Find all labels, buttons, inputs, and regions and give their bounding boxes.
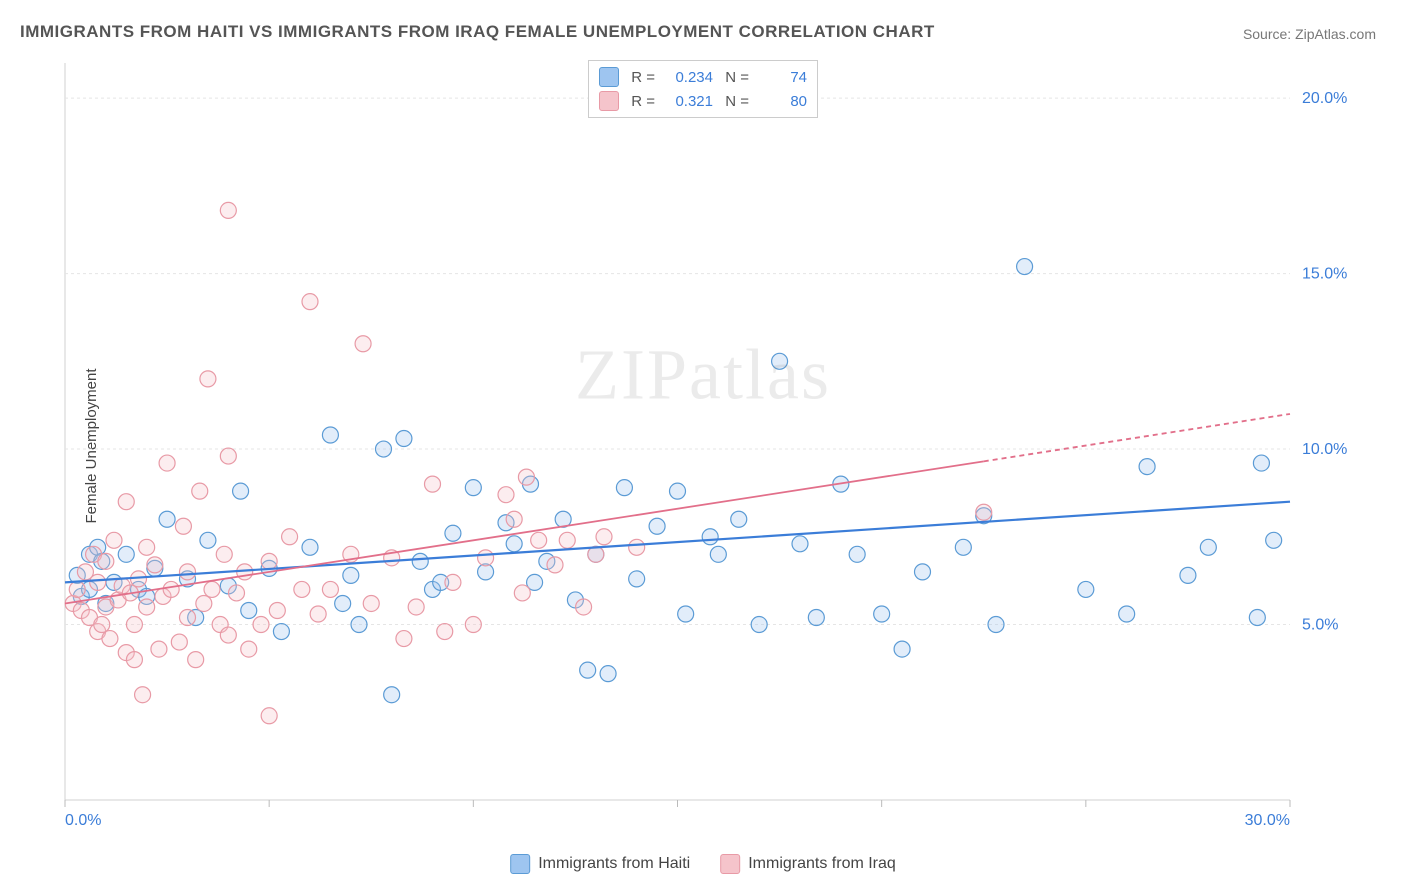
svg-text:30.0%: 30.0% xyxy=(1245,812,1290,829)
legend-label: Immigrants from Iraq xyxy=(748,855,896,873)
legend-swatch-iraq xyxy=(599,91,619,111)
stat-label: N = xyxy=(719,93,749,110)
legend-bottom: Immigrants from Haiti Immigrants from Ir… xyxy=(510,854,896,874)
plot-area: 5.0% 10.0% 15.0% 20.0% 0.0% 30.0% xyxy=(55,55,1360,835)
legend-item: Immigrants from Haiti xyxy=(510,854,690,874)
legend-swatch-haiti xyxy=(510,854,530,874)
svg-text:10.0%: 10.0% xyxy=(1302,441,1347,458)
stat-value: 80 xyxy=(755,93,807,110)
stat-value: 0.234 xyxy=(661,69,713,86)
stat-label: R = xyxy=(625,69,655,86)
scatter-chart-svg: 5.0% 10.0% 15.0% 20.0% 0.0% 30.0% xyxy=(55,55,1360,835)
svg-text:5.0%: 5.0% xyxy=(1302,617,1338,634)
legend-swatch-haiti xyxy=(599,67,619,87)
stat-label: N = xyxy=(719,69,749,86)
chart-title: IMMIGRANTS FROM HAITI VS IMMIGRANTS FROM… xyxy=(20,22,935,42)
legend-stats-row: R = 0.234 N = 74 xyxy=(599,65,807,89)
legend-swatch-iraq xyxy=(720,854,740,874)
legend-stats-row: R = 0.321 N = 80 xyxy=(599,89,807,113)
stat-value: 74 xyxy=(755,69,807,86)
legend-stats-box: R = 0.234 N = 74 R = 0.321 N = 80 xyxy=(588,60,818,118)
legend-item: Immigrants from Iraq xyxy=(720,854,896,874)
svg-text:20.0%: 20.0% xyxy=(1302,90,1347,107)
source-label: Source: ZipAtlas.com xyxy=(1243,26,1376,42)
svg-text:15.0%: 15.0% xyxy=(1302,266,1347,283)
stat-value: 0.321 xyxy=(661,93,713,110)
legend-label: Immigrants from Haiti xyxy=(538,855,690,873)
stat-label: R = xyxy=(625,93,655,110)
svg-text:0.0%: 0.0% xyxy=(65,812,101,829)
